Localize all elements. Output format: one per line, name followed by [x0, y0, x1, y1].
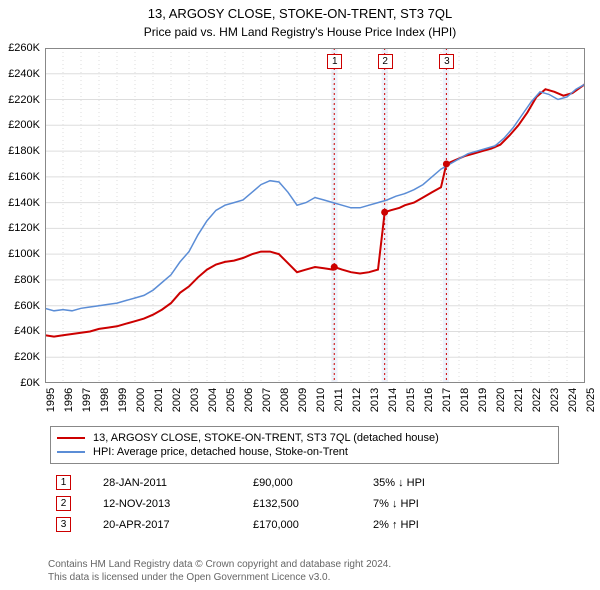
x-tick-label: 2005 — [225, 388, 237, 412]
x-tick-label: 2013 — [369, 388, 381, 412]
x-tick-label: 1997 — [81, 388, 93, 412]
x-tick-label: 2008 — [279, 388, 291, 412]
y-tick-label: £140K — [8, 197, 40, 209]
x-tick-label: 1998 — [99, 388, 111, 412]
legend-swatch — [57, 437, 85, 439]
x-tick-label: 2024 — [567, 388, 579, 412]
plot-svg — [45, 48, 585, 383]
x-tick-label: 2006 — [243, 388, 255, 412]
footnote-line1: Contains HM Land Registry data © Crown c… — [48, 558, 391, 571]
chart-subtitle: Price paid vs. HM Land Registry's House … — [0, 23, 600, 45]
legend: 13, ARGOSY CLOSE, STOKE-ON-TRENT, ST3 7Q… — [50, 426, 559, 464]
x-tick-label: 2003 — [189, 388, 201, 412]
x-tick-label: 2018 — [459, 388, 471, 412]
x-tick-label: 2019 — [477, 388, 489, 412]
sale-diff: 7% ↓ HPI — [373, 498, 493, 510]
x-tick-label: 2011 — [333, 388, 345, 412]
x-axis-labels: 1995 1996 1997 1998 1999 2000 2001 2002 2003 2004… — [45, 386, 585, 426]
y-tick-label: £80K — [14, 274, 40, 286]
x-tick-label: 1999 — [117, 388, 129, 412]
legend-label: HPI: Average price, detached house, Stok… — [93, 446, 348, 458]
sale-price: £90,000 — [253, 477, 373, 489]
x-tick-label: 2022 — [531, 388, 543, 412]
x-tick-label: 2014 — [387, 388, 399, 412]
x-tick-label: 2025 — [585, 388, 597, 412]
y-axis-labels: £0K£20K£40K£60K£80K£100K£120K£140K£160K£… — [0, 48, 42, 383]
chart-title: 13, ARGOSY CLOSE, STOKE-ON-TRENT, ST3 7Q… — [0, 0, 600, 23]
x-tick-label: 2015 — [405, 388, 417, 412]
y-tick-label: £100K — [8, 248, 40, 260]
x-tick-label: 2016 — [423, 388, 435, 412]
sale-date: 12-NOV-2013 — [103, 498, 253, 510]
y-tick-label: £180K — [8, 145, 40, 157]
legend-swatch — [57, 451, 85, 453]
sale-price: £170,000 — [253, 519, 373, 531]
sale-marker-3: 3 — [439, 54, 454, 69]
y-tick-label: £200K — [8, 119, 40, 131]
x-tick-label: 2001 — [153, 388, 165, 412]
footnote: Contains HM Land Registry data © Crown c… — [48, 558, 391, 584]
legend-item: 13, ARGOSY CLOSE, STOKE-ON-TRENT, ST3 7Q… — [57, 431, 552, 445]
x-tick-label: 1995 — [45, 388, 57, 412]
sale-marker-1: 1 — [327, 54, 342, 69]
plot-area: 1 2 3 — [45, 48, 585, 383]
sale-row: 3 20-APR-2017£170,0002% ↑ HPI — [50, 514, 545, 535]
footnote-line2: This data is licensed under the Open Gov… — [48, 571, 391, 584]
y-tick-label: £260K — [8, 42, 40, 54]
x-tick-label: 2017 — [441, 388, 453, 412]
x-tick-label: 2000 — [135, 388, 147, 412]
sale-row-marker: 3 — [56, 517, 71, 532]
sale-price: £132,500 — [253, 498, 373, 510]
x-tick-label: 2009 — [297, 388, 309, 412]
sale-row-marker: 2 — [56, 496, 71, 511]
y-tick-label: £120K — [8, 222, 40, 234]
x-tick-label: 2007 — [261, 388, 273, 412]
y-tick-label: £160K — [8, 171, 40, 183]
y-tick-label: £40K — [14, 325, 40, 337]
sale-date: 28-JAN-2011 — [103, 477, 253, 489]
sale-marker-2: 2 — [378, 54, 393, 69]
y-tick-label: £240K — [8, 68, 40, 80]
sales-table: 1 28-JAN-2011£90,00035% ↓ HPI 2 12-NOV-2013… — [50, 472, 545, 535]
x-tick-label: 2012 — [351, 388, 363, 412]
legend-label: 13, ARGOSY CLOSE, STOKE-ON-TRENT, ST3 7Q… — [93, 432, 439, 444]
x-tick-label: 2021 — [513, 388, 525, 412]
x-tick-label: 2002 — [171, 388, 183, 412]
sale-diff: 35% ↓ HPI — [373, 477, 493, 489]
y-tick-label: £60K — [14, 300, 40, 312]
legend-item: HPI: Average price, detached house, Stok… — [57, 445, 552, 459]
sale-row: 2 12-NOV-2013£132,5007% ↓ HPI — [50, 493, 545, 514]
y-tick-label: £220K — [8, 94, 40, 106]
x-tick-label: 2023 — [549, 388, 561, 412]
x-tick-label: 2010 — [315, 388, 327, 412]
y-tick-label: £0K — [20, 377, 40, 389]
sale-row-marker: 1 — [56, 475, 71, 490]
y-tick-label: £20K — [14, 351, 40, 363]
x-tick-label: 2020 — [495, 388, 507, 412]
sale-row: 1 28-JAN-2011£90,00035% ↓ HPI — [50, 472, 545, 493]
sale-date: 20-APR-2017 — [103, 519, 253, 531]
x-tick-label: 1996 — [63, 388, 75, 412]
chart-container: 13, ARGOSY CLOSE, STOKE-ON-TRENT, ST3 7Q… — [0, 0, 600, 590]
x-tick-label: 2004 — [207, 388, 219, 412]
sale-diff: 2% ↑ HPI — [373, 519, 493, 531]
